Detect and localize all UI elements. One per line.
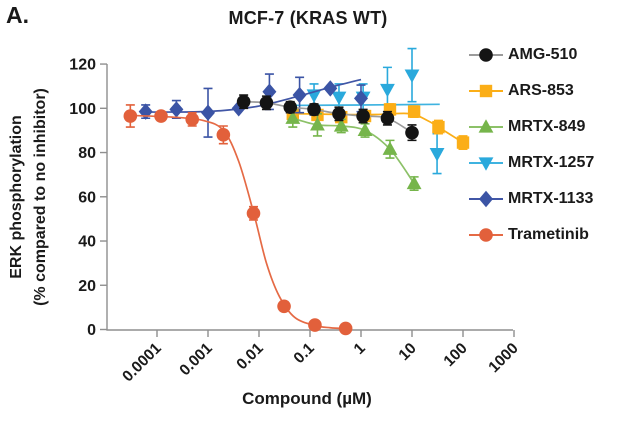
data-point-circle <box>283 100 298 114</box>
y-tick-label: 20 <box>78 278 96 295</box>
data-point-triangle-up <box>478 119 494 133</box>
legend-label: Trametinib <box>508 226 589 243</box>
data-point-square <box>432 120 445 134</box>
data-point-diamond <box>262 83 277 100</box>
data-point-triangle-up <box>333 118 349 132</box>
data-point-square <box>456 136 470 149</box>
data-point-circle <box>332 107 346 121</box>
x-tick-label: 0.1 <box>291 340 319 368</box>
data-point-circle <box>338 321 353 336</box>
data-point-circle <box>380 111 395 126</box>
data-point-circle <box>236 94 251 109</box>
legend-item-mrtx-1257: MRTX-1257 <box>468 152 594 174</box>
y-tick-label: 60 <box>78 189 96 206</box>
data-point-triangle-down <box>478 157 494 171</box>
data-point-diamond <box>323 80 338 97</box>
data-point-triangle-up <box>382 141 398 155</box>
legend-label: AMG-510 <box>508 46 578 63</box>
circle-marker-icon <box>469 228 503 242</box>
legend-label: MRTX-849 <box>508 118 586 135</box>
data-point-diamond <box>231 100 246 117</box>
x-axis-label: Compound (µM) <box>242 389 372 408</box>
data-point-triangle-up <box>357 122 373 137</box>
legend-item-amg-510: AMG-510 <box>468 44 594 66</box>
series-mrtx-849 <box>285 108 422 191</box>
data-point-circle <box>277 299 291 314</box>
data-point-circle <box>246 206 261 221</box>
data-point-circle <box>154 109 168 123</box>
data-point-circle <box>479 48 493 62</box>
data-point-triangle-up <box>285 110 301 124</box>
data-point-circle <box>356 109 370 123</box>
triangle-up-marker-icon <box>469 119 503 133</box>
data-point-triangle-down <box>380 83 395 98</box>
legend-label: MRTX-1133 <box>508 190 594 207</box>
data-point-circle <box>259 95 274 110</box>
fit-curve <box>292 117 415 184</box>
legend-item-mrtx-1133: MRTX-1133 <box>468 188 594 210</box>
y-tick-label: 0 <box>87 322 96 339</box>
data-point-circle <box>307 102 321 117</box>
series-trametinib <box>123 104 353 336</box>
data-point-diamond <box>292 86 307 104</box>
data-point-circle <box>479 228 493 242</box>
legend: AMG-510 ARS-853 MRTX-849 MRTX-1257 MRTX-1133… <box>468 44 594 246</box>
data-point-triangle-down <box>429 148 445 162</box>
triangle-down-marker-icon <box>469 157 503 171</box>
square-marker-icon <box>469 84 503 98</box>
legend-label: MRTX-1257 <box>508 154 595 171</box>
data-point-circle <box>216 128 231 142</box>
x-tick-label: 0.001 <box>176 340 216 380</box>
data-point-circle <box>308 318 322 332</box>
y-tick-label: 120 <box>69 57 96 74</box>
data-point-diamond <box>169 101 184 118</box>
data-point-circle <box>185 112 199 127</box>
panel-label: A. <box>6 2 29 28</box>
data-point-triangle-down <box>404 69 420 83</box>
y-tick-label: 100 <box>69 101 96 118</box>
data-point-triangle-up <box>406 175 422 190</box>
series-amg-510 <box>236 94 419 142</box>
y-tick-label: 80 <box>78 145 96 162</box>
diamond-marker-icon <box>469 190 503 208</box>
fit-curve <box>130 114 346 330</box>
legend-item-mrtx-849: MRTX-849 <box>468 116 594 138</box>
data-point-triangle-up <box>310 117 325 131</box>
legend-item-ars-853: ARS-853 <box>468 80 594 102</box>
x-tick-label: 100 <box>441 340 471 370</box>
data-point-diamond <box>479 190 493 208</box>
data-point-square <box>407 105 421 118</box>
data-point-square <box>479 84 493 98</box>
circle-marker-icon <box>469 48 503 62</box>
data-point-diamond <box>354 90 368 107</box>
data-point-circle <box>123 109 138 123</box>
x-tick-label: 1000 <box>485 340 521 376</box>
x-tick-label: 1 <box>351 340 369 358</box>
legend-label: ARS-853 <box>508 82 574 99</box>
data-point-circle <box>405 125 419 140</box>
x-tick-label: 0.01 <box>233 340 267 374</box>
x-tick-label: 0.0001 <box>119 340 165 386</box>
legend-item-trametinib: Trametinib <box>468 224 594 246</box>
y-tick-label: 40 <box>78 234 96 251</box>
x-tick-label: 10 <box>396 340 420 364</box>
data-point-diamond <box>201 104 215 121</box>
data-point-triangle-down <box>331 91 347 106</box>
data-point-diamond <box>138 103 153 120</box>
chart-title: MCF-7 (KRAS WT) <box>228 8 388 28</box>
